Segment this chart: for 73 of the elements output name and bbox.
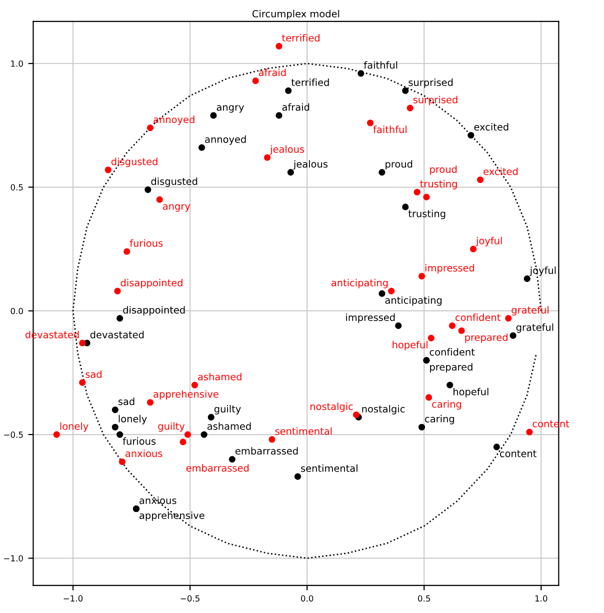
- data-label: disgusted: [111, 158, 158, 168]
- x-tick-label: 0.5: [418, 595, 430, 602]
- data-label: devastated: [90, 330, 144, 338]
- y-tick-label: 0.0: [10, 308, 23, 314]
- data-label: afraid: [282, 103, 310, 111]
- data-label: grateful: [512, 306, 548, 316]
- data-label: caring: [432, 400, 462, 410]
- data-label: faithful: [373, 126, 406, 134]
- data-label: impressed: [425, 264, 474, 274]
- data-label: embarrassed: [235, 447, 298, 455]
- data-label: hopeful: [392, 340, 428, 350]
- data-label: angry: [162, 204, 190, 212]
- data-label: excited: [484, 168, 518, 176]
- data-label: lonely: [118, 414, 147, 424]
- data-label: annoyed: [205, 135, 246, 145]
- data-label: jealous: [293, 160, 328, 170]
- x-tick-label: −0.5: [180, 595, 200, 602]
- data-label: sad: [86, 370, 102, 378]
- data-label: furious: [122, 437, 156, 445]
- data-label: joyful: [530, 266, 556, 276]
- data-label: excited: [474, 123, 508, 131]
- data-label: disappointed: [120, 278, 182, 288]
- data-label: anticipating: [385, 296, 442, 306]
- data-label: nostalgic: [362, 405, 405, 414]
- data-label: anticipating: [331, 278, 388, 288]
- data-label: joyful: [476, 236, 502, 246]
- data-label: afraid: [258, 68, 286, 76]
- y-tick-label: 1.0: [11, 60, 23, 67]
- data-label: ashamed: [198, 372, 242, 380]
- data-label: grateful: [516, 323, 554, 333]
- y-tick-label: −1.0: [4, 555, 23, 562]
- data-label: surprised: [413, 96, 458, 106]
- data-label: anxious: [140, 496, 176, 504]
- data-label: ashamed: [207, 422, 251, 430]
- data-label: surprised: [408, 78, 453, 88]
- x-tick-label: 1.0: [535, 595, 548, 602]
- data-label: furious: [130, 239, 163, 247]
- data-label: hopeful: [454, 388, 488, 398]
- data-label: trusting: [420, 180, 457, 190]
- data-label: trusting: [408, 210, 446, 220]
- data-label: proud: [430, 165, 457, 175]
- data-label: nostalgic: [310, 402, 353, 412]
- data-label: proud: [386, 160, 412, 170]
- data-label: prepared: [465, 333, 508, 343]
- data-label: sentimental: [275, 427, 332, 435]
- data-label: jealous: [270, 145, 304, 155]
- data-label: guilty: [214, 405, 241, 414]
- data-label: guilty: [158, 422, 185, 432]
- data-label: caring: [425, 414, 454, 424]
- data-label: confident: [430, 348, 475, 356]
- chart-title: Circumplex model: [252, 10, 340, 20]
- data-label: terrified: [282, 34, 320, 42]
- x-tick-label: 0.0: [301, 595, 314, 602]
- x-tick-label: −1.0: [64, 595, 83, 602]
- data-label: content: [500, 450, 536, 458]
- data-label: confident: [456, 314, 500, 322]
- y-tick-label: −0.5: [4, 432, 23, 438]
- data-label: prepared: [430, 363, 472, 373]
- data-label: apprehensive: [140, 512, 204, 521]
- data-label: terrified: [291, 78, 329, 86]
- data-label: impressed: [346, 314, 395, 323]
- data-label: sad: [118, 398, 134, 406]
- data-label: disappointed: [123, 306, 185, 316]
- data-label: faithful: [364, 61, 398, 69]
- data-label: angry: [216, 105, 244, 113]
- data-label: annoyed: [154, 116, 194, 126]
- data-label: lonely: [60, 422, 88, 432]
- y-tick-label: 0.5: [10, 184, 23, 190]
- data-label: apprehensive: [154, 390, 218, 400]
- data-label: embarrassed: [186, 464, 249, 472]
- data-label: anxious: [126, 450, 162, 458]
- data-label: sentimental: [301, 464, 358, 472]
- data-label: disgusted: [151, 177, 198, 187]
